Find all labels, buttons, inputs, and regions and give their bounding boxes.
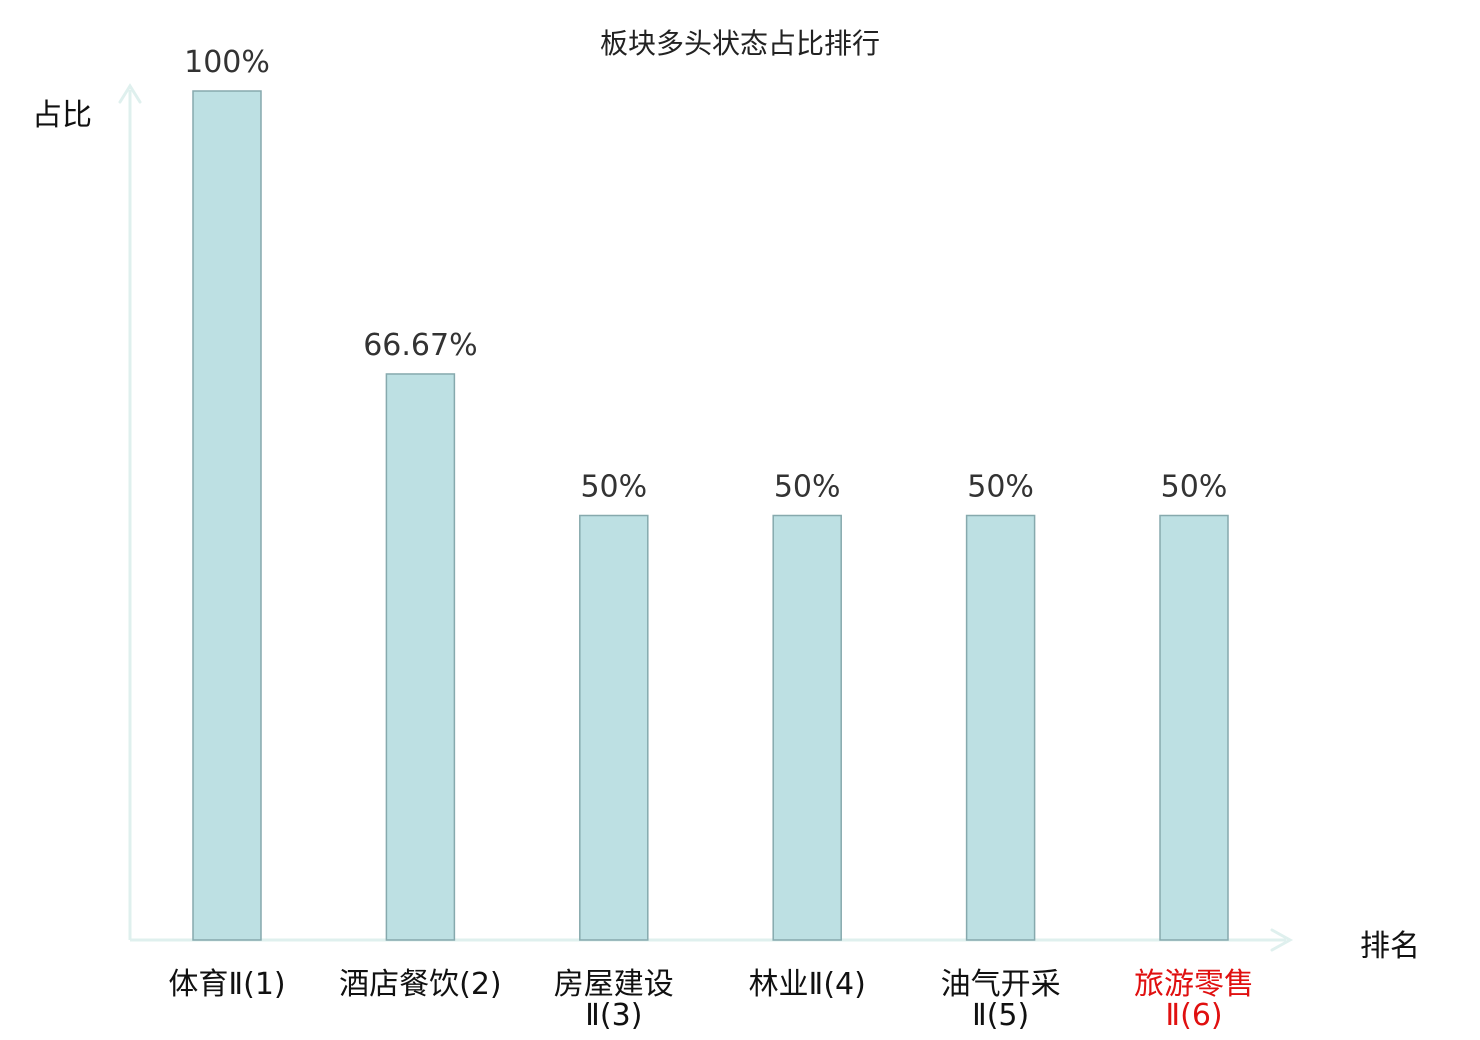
x-axis-arrow-icon [1270, 928, 1294, 952]
chart-title: 板块多头状态占比排行 [599, 27, 880, 60]
bar [772, 514, 842, 941]
bar-value-label: 50% [1161, 470, 1228, 505]
bar-value-label: 50% [580, 470, 647, 505]
x-axis-label: 排名 [1360, 929, 1420, 964]
x-tick-label: 旅游零售 [1134, 967, 1254, 1002]
x-tick-label: 体育Ⅱ(1) [168, 967, 285, 1002]
x-tick-label: 酒店餐饮(2) [339, 967, 502, 1002]
bar [965, 514, 1036, 941]
bar [192, 90, 262, 941]
axes [118, 83, 1294, 952]
bar [1159, 514, 1229, 941]
bar-value-label: 100% [184, 45, 270, 80]
bar-value-label: 50% [967, 470, 1034, 505]
x-tick-label: 房屋建设 [554, 967, 674, 1002]
x-tick-label: Ⅱ(6) [1165, 998, 1222, 1033]
bar [385, 373, 456, 941]
bar-value-label: 50% [774, 470, 841, 505]
x-tick-label: 油气开采 [941, 967, 1061, 1002]
bar-value-label: 66.67% [363, 328, 477, 363]
bar [579, 514, 649, 941]
y-axis-label: 占比 [32, 98, 92, 133]
y-axis-arrow-icon [118, 83, 142, 104]
x-tick-label: 林业Ⅱ(4) [749, 967, 866, 1002]
value-labels-group: 100% 66.67% 50% 50% 50% 50% [184, 45, 1227, 505]
x-tick-label: Ⅱ(5) [972, 998, 1029, 1033]
x-tick-label: Ⅱ(3) [585, 998, 642, 1033]
bars-group [192, 90, 1229, 941]
